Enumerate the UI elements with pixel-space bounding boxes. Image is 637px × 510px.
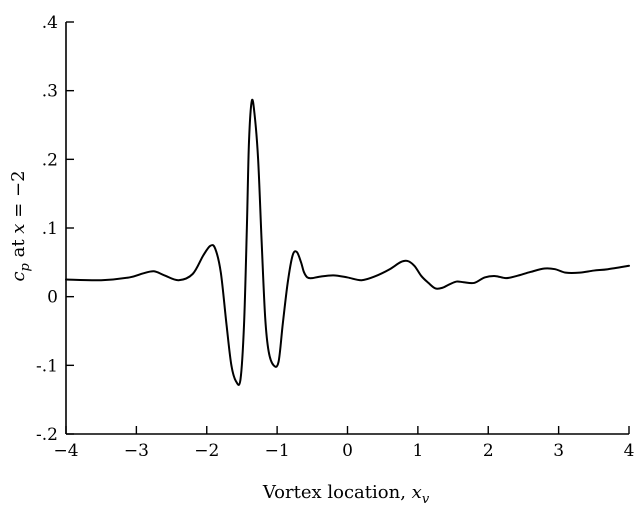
y-tick-label: 0 [47,288,58,308]
y-tick-label: -.1 [36,356,58,376]
series-line [65,98,630,386]
x-tick-label: −1 [265,441,290,461]
x-tick-label: 3 [553,441,564,461]
plot-area: -.2 -.1 0 .1 .2 .3 .4 −4 −3 −2 −1 0 1 2 3 4 [36,13,634,461]
y-ticks: -.2 -.1 0 .1 .2 .3 .4 [36,13,74,445]
x-tick-label: −4 [53,441,78,461]
y-tick-label: .2 [42,150,58,170]
x-tick-label: −2 [194,441,219,461]
y-tick-label: .1 [42,219,58,239]
x-tick-label: 4 [624,441,635,461]
x-tick-label: −3 [124,441,149,461]
x-tick-label: 2 [483,441,494,461]
x-tick-label: 1 [412,441,423,461]
x-ticks: −4 −3 −2 −1 0 1 2 3 4 [53,426,634,461]
x-tick-label: 0 [342,441,353,461]
x-axis-label: Vortex location, xv [262,482,430,507]
y-tick-label: .4 [42,13,58,33]
y-axis-label: cp at x = −2 [8,170,33,281]
y-tick-label: .3 [42,82,58,102]
y-tick-label: -.2 [36,425,58,445]
